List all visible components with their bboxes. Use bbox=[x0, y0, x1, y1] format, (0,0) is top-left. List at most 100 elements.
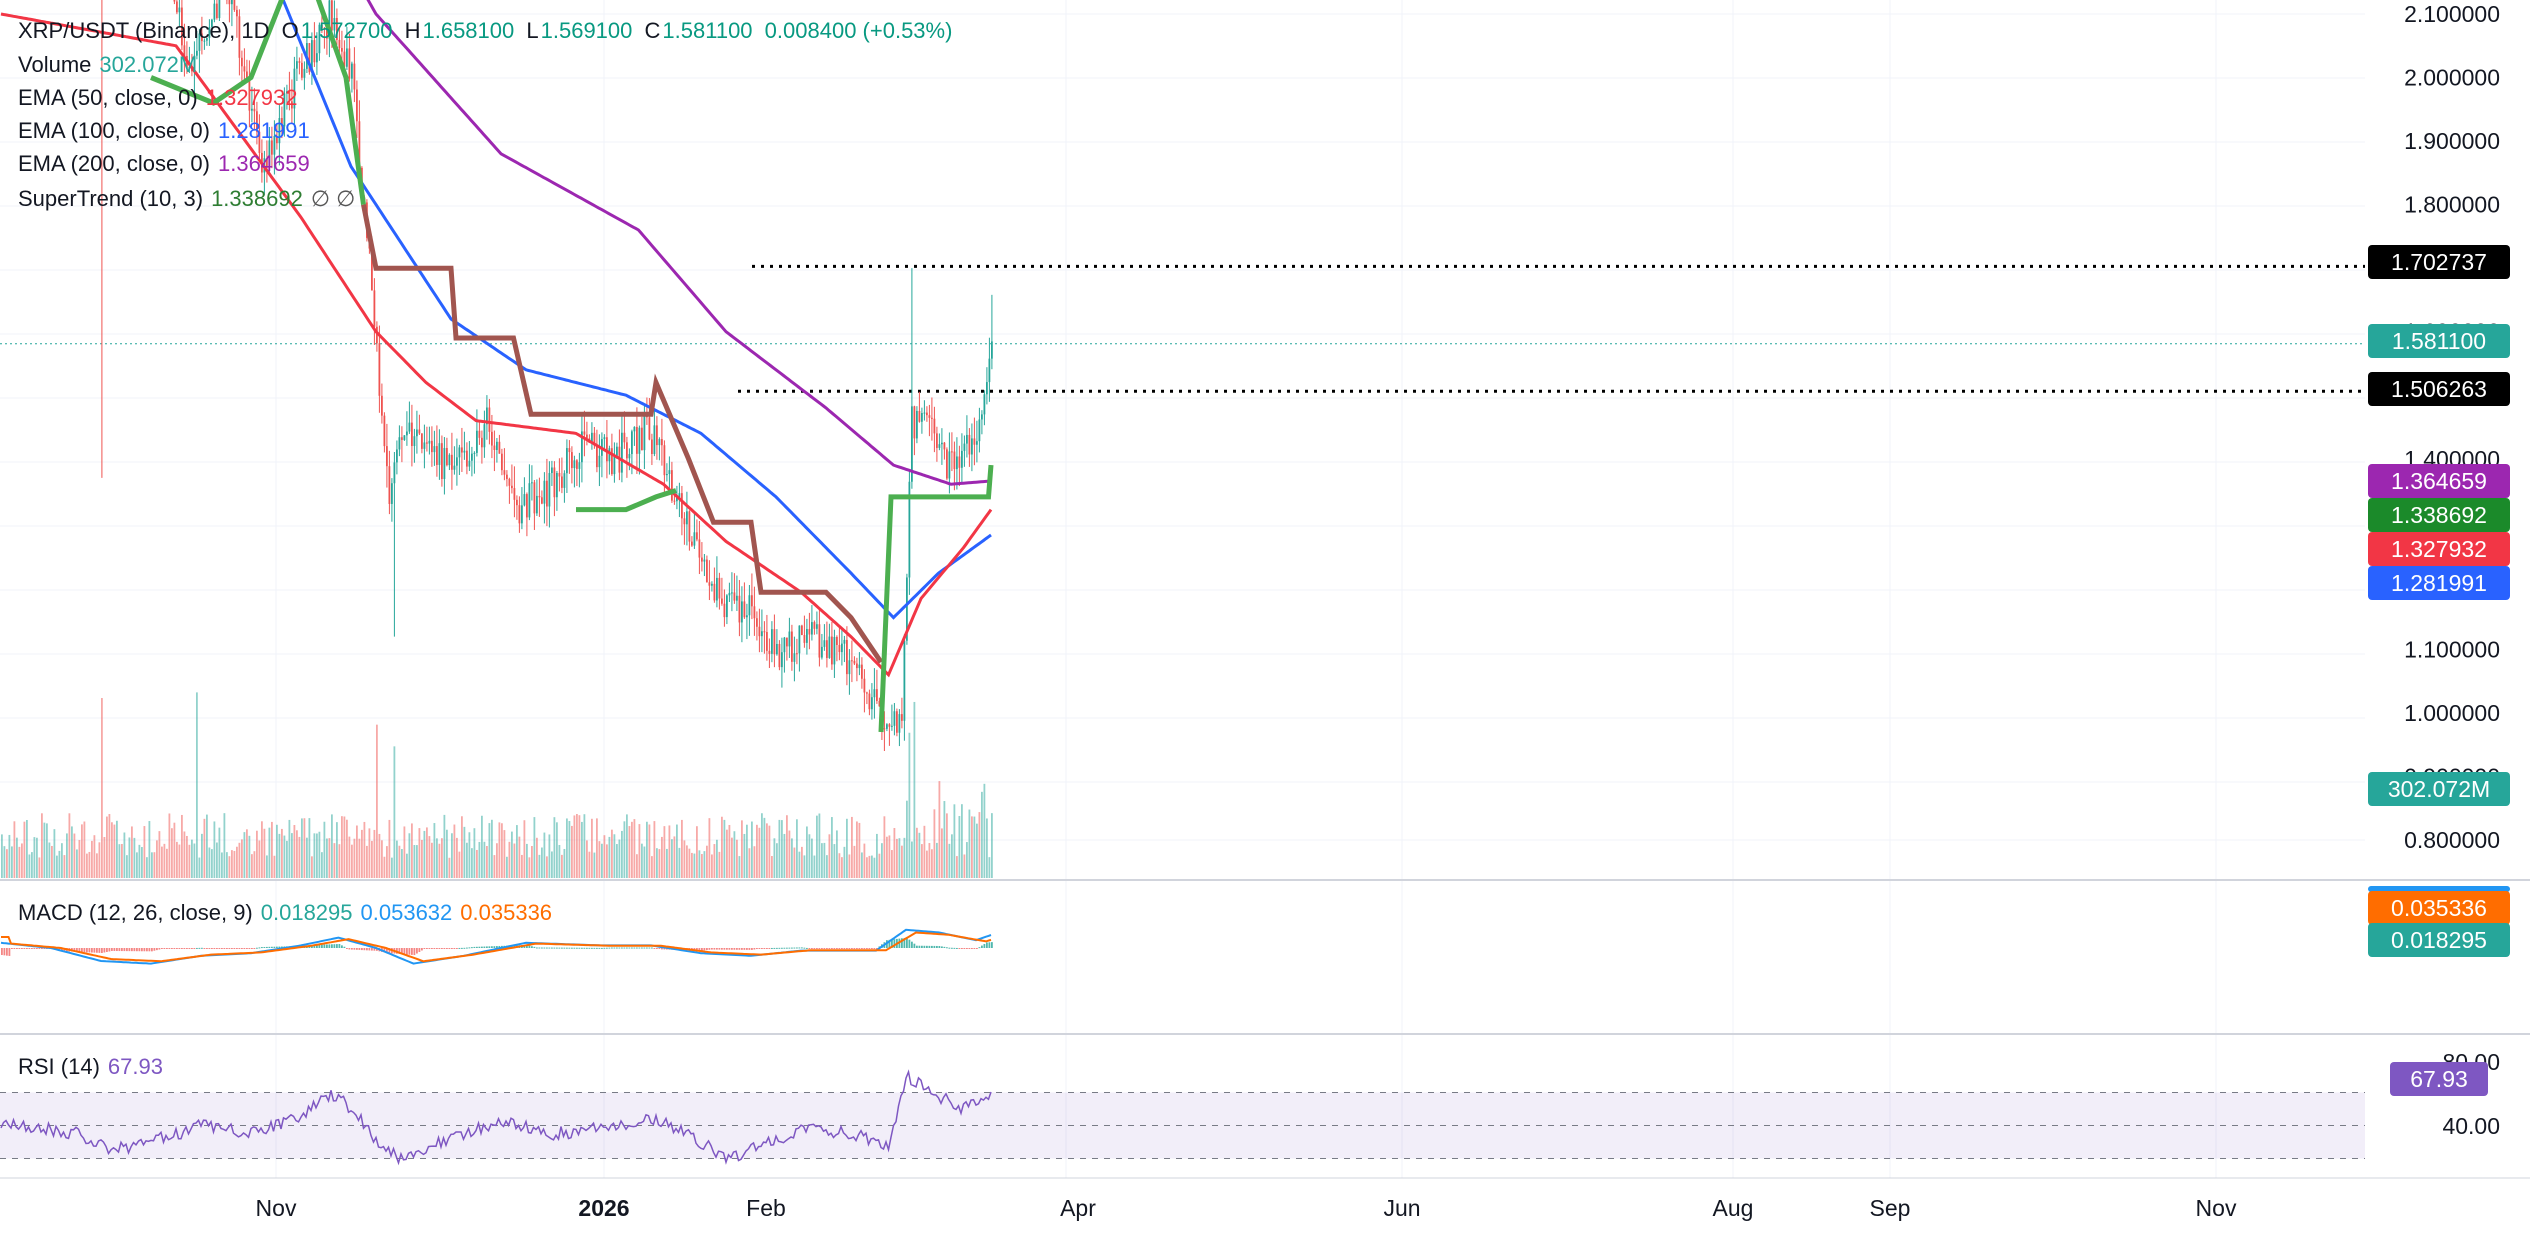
macd-hist-bar bbox=[248, 948, 251, 949]
volume-bar bbox=[126, 855, 128, 878]
macd-hist-bar bbox=[723, 948, 726, 950]
macd-hist-bar bbox=[416, 948, 418, 954]
volume-bar bbox=[246, 829, 248, 878]
volume-bar bbox=[503, 830, 506, 878]
volume-bar bbox=[498, 822, 501, 878]
candle-body bbox=[698, 539, 701, 558]
volume-bar bbox=[251, 854, 253, 878]
volume-bar bbox=[433, 823, 436, 878]
candle-body bbox=[473, 452, 476, 454]
macd-hist-bar bbox=[271, 946, 273, 948]
volume-bar bbox=[201, 833, 203, 878]
volume-bar bbox=[561, 854, 563, 878]
volume-bar bbox=[448, 857, 451, 878]
macd-hist-bar bbox=[858, 948, 861, 949]
volume-bar bbox=[216, 842, 218, 878]
volume-bar bbox=[171, 828, 173, 878]
candle-body bbox=[726, 595, 728, 618]
macd-hist-bar bbox=[766, 948, 768, 949]
macd-hist-bar bbox=[588, 947, 591, 949]
macd-hist-bar bbox=[941, 946, 943, 948]
candle-body bbox=[713, 583, 716, 601]
candle-body bbox=[241, 57, 243, 67]
ema200-label: EMA (200, close, 0) bbox=[18, 151, 210, 176]
volume-bar bbox=[953, 804, 956, 878]
volume-bar bbox=[148, 821, 151, 878]
volume-bar bbox=[208, 847, 211, 878]
macd-hist-bar bbox=[841, 948, 843, 949]
legend-rsi[interactable]: RSI (14) 67.93 bbox=[18, 1054, 163, 1080]
macd-hist-bar bbox=[91, 948, 93, 953]
supertrend-extra: ∅ ∅ bbox=[310, 186, 356, 211]
volume-bar bbox=[233, 850, 236, 878]
macd-hist-bar bbox=[568, 947, 571, 949]
candle-body bbox=[826, 640, 828, 658]
legend-ema50[interactable]: EMA (50, close, 0) 1.327932 bbox=[18, 85, 298, 111]
macd-hist-bar bbox=[21, 948, 23, 949]
macd-hist-bar bbox=[366, 948, 368, 951]
legend-macd[interactable]: MACD (12, 26, close, 9) 0.018295 0.053632 0… bbox=[18, 900, 552, 926]
volume-bar bbox=[266, 855, 268, 878]
symbol-label[interactable]: XRP/USDT (Binance), 1D bbox=[18, 18, 270, 43]
macd-hist-bar bbox=[716, 948, 718, 950]
volume-bar bbox=[786, 815, 788, 878]
volume-bar bbox=[381, 840, 383, 878]
volume-bar bbox=[358, 838, 361, 878]
volume-bar bbox=[166, 848, 168, 878]
candle-body bbox=[761, 631, 763, 637]
macd-hist-bar bbox=[266, 946, 268, 948]
time-tick-label: 2026 bbox=[578, 1195, 629, 1221]
volume-bar bbox=[923, 825, 926, 878]
candle-body bbox=[533, 482, 536, 514]
volume-bar bbox=[268, 827, 271, 878]
macd-hist-bar bbox=[843, 948, 846, 949]
candle-body bbox=[828, 636, 831, 658]
candle-body bbox=[583, 431, 586, 435]
macd-hist-bar bbox=[473, 946, 476, 948]
candle-body bbox=[468, 460, 471, 467]
candle-body bbox=[898, 714, 901, 733]
legend-supertrend[interactable]: SuperTrend (10, 3) 1.338692 ∅ ∅ bbox=[18, 186, 355, 212]
legend-ema200[interactable]: EMA (200, close, 0) 1.364659 bbox=[18, 151, 310, 177]
macd-hist-bar bbox=[991, 942, 993, 948]
candle-body bbox=[301, 62, 303, 78]
volume-bar bbox=[293, 825, 296, 878]
macd-hist-bar bbox=[158, 948, 161, 950]
legend-volume[interactable]: Volume 302.072M bbox=[18, 52, 197, 78]
candle-body bbox=[643, 413, 646, 451]
volume-bar bbox=[236, 846, 238, 878]
volume-bar bbox=[886, 836, 888, 878]
macd-hist-bar bbox=[863, 948, 866, 949]
candle-body bbox=[821, 646, 823, 658]
macd-hist-bar bbox=[221, 948, 223, 949]
volume-bar bbox=[576, 814, 578, 878]
volume-bar bbox=[963, 854, 966, 878]
macd-hist-bar bbox=[536, 947, 538, 949]
macd-hist-bar bbox=[796, 947, 798, 949]
macd-hist-bar bbox=[356, 948, 358, 950]
volume-bar bbox=[901, 845, 903, 878]
volume-bar bbox=[476, 849, 478, 878]
tag-macd-hist: 0.018295 bbox=[2368, 923, 2510, 957]
macd-hist-bar bbox=[828, 948, 831, 949]
volume-bar bbox=[446, 829, 448, 878]
legend-ema100[interactable]: EMA (100, close, 0) 1.281991 bbox=[18, 118, 310, 144]
macd-hist-bar bbox=[741, 948, 743, 950]
macd-hist-bar bbox=[698, 948, 701, 951]
macd-hist-bar bbox=[818, 948, 821, 949]
volume-bar bbox=[298, 836, 301, 878]
candle-body bbox=[766, 632, 768, 651]
volume-bar bbox=[826, 855, 828, 878]
macd-hist-bar bbox=[323, 944, 326, 948]
candle-body bbox=[421, 433, 423, 449]
volume-bar bbox=[356, 825, 358, 878]
macd-hist-bar bbox=[103, 948, 106, 953]
candle-body bbox=[386, 446, 388, 467]
volume-bar bbox=[736, 839, 738, 878]
candle-body bbox=[621, 432, 623, 473]
volume-bar bbox=[698, 850, 701, 878]
volume-bar bbox=[746, 824, 748, 878]
candle-body bbox=[988, 358, 991, 383]
volume-bar bbox=[921, 844, 923, 878]
